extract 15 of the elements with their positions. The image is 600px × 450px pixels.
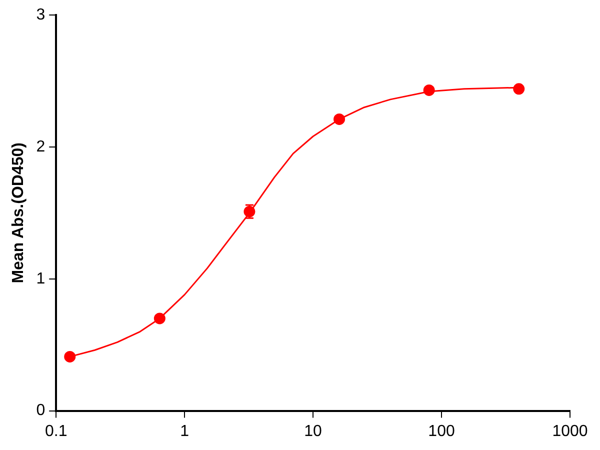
point: [154, 312, 166, 324]
x-tick-label: 1: [180, 422, 190, 440]
y-tick-label: 0: [36, 402, 46, 420]
point: [513, 83, 525, 95]
x-tick-label: 1000: [552, 422, 588, 440]
x-tick-label: 100: [428, 422, 455, 440]
point: [334, 113, 346, 125]
point: [423, 84, 435, 96]
x-tick-label: 10: [304, 422, 322, 440]
y-axis-title: Mean Abs.(OD450): [10, 142, 28, 284]
x-tick-label: 0.1: [44, 422, 68, 440]
y-tick-label: 1: [36, 270, 46, 288]
y-tick-label: 2: [36, 138, 46, 156]
point: [64, 350, 76, 362]
y-tick-label: 3: [36, 6, 46, 24]
